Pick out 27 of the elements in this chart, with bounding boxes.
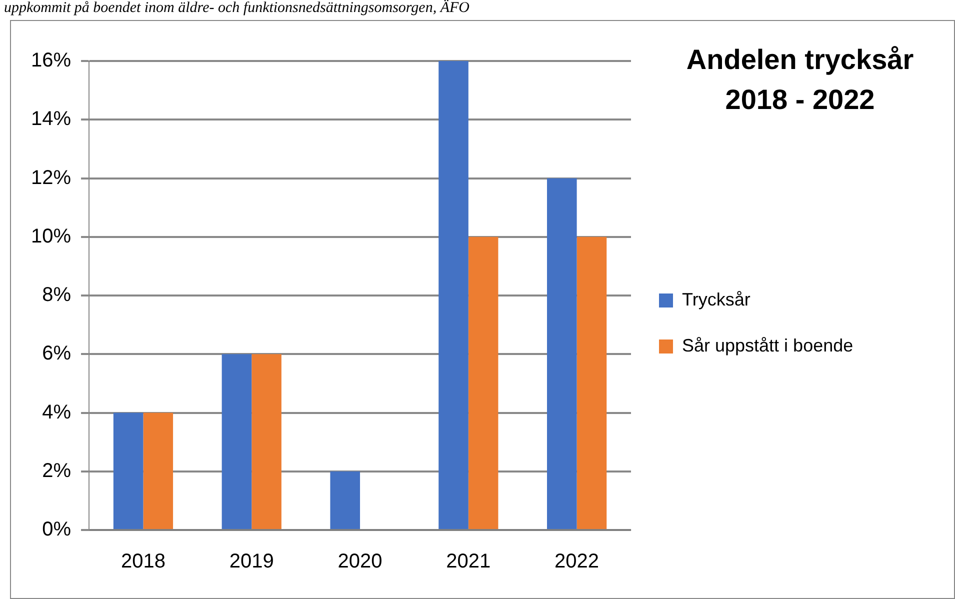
bar xyxy=(113,412,144,529)
bar xyxy=(468,236,498,529)
y-tick-label: 16% xyxy=(31,50,72,72)
bar xyxy=(252,354,282,529)
y-tick-label: 6% xyxy=(42,342,72,365)
bar xyxy=(546,178,577,529)
text: Andelen trycksår 2018 - 2022 xyxy=(685,43,915,117)
bar xyxy=(222,354,252,529)
y-tick-label: 8% xyxy=(42,284,72,306)
y-tick-label: 14% xyxy=(31,108,72,130)
bar xyxy=(143,412,174,529)
y-tick-label: 10% xyxy=(31,225,72,248)
bar xyxy=(330,471,360,529)
y-tick-label: 4% xyxy=(42,401,72,424)
x-tick-label: 2021 xyxy=(446,550,491,573)
x-tick-label: 2019 xyxy=(229,550,274,573)
legend-label: Sår uppstått i boende xyxy=(682,335,854,356)
x-tick-label: 2022 xyxy=(554,550,600,573)
text: uppkommit på boendet inom äldre- och funktionsnedsättningsomsorgen, ÄFO xyxy=(4,0,470,17)
bar xyxy=(576,236,607,529)
y-tick-label: 2% xyxy=(42,460,72,482)
bar xyxy=(438,61,468,529)
y-tick-label: 0% xyxy=(42,518,72,541)
x-tick-label: 2018 xyxy=(120,550,166,573)
x-tick-label: 2020 xyxy=(338,550,382,573)
legend-label: Trycksår xyxy=(682,289,750,310)
y-tick-label: 12% xyxy=(31,166,72,189)
